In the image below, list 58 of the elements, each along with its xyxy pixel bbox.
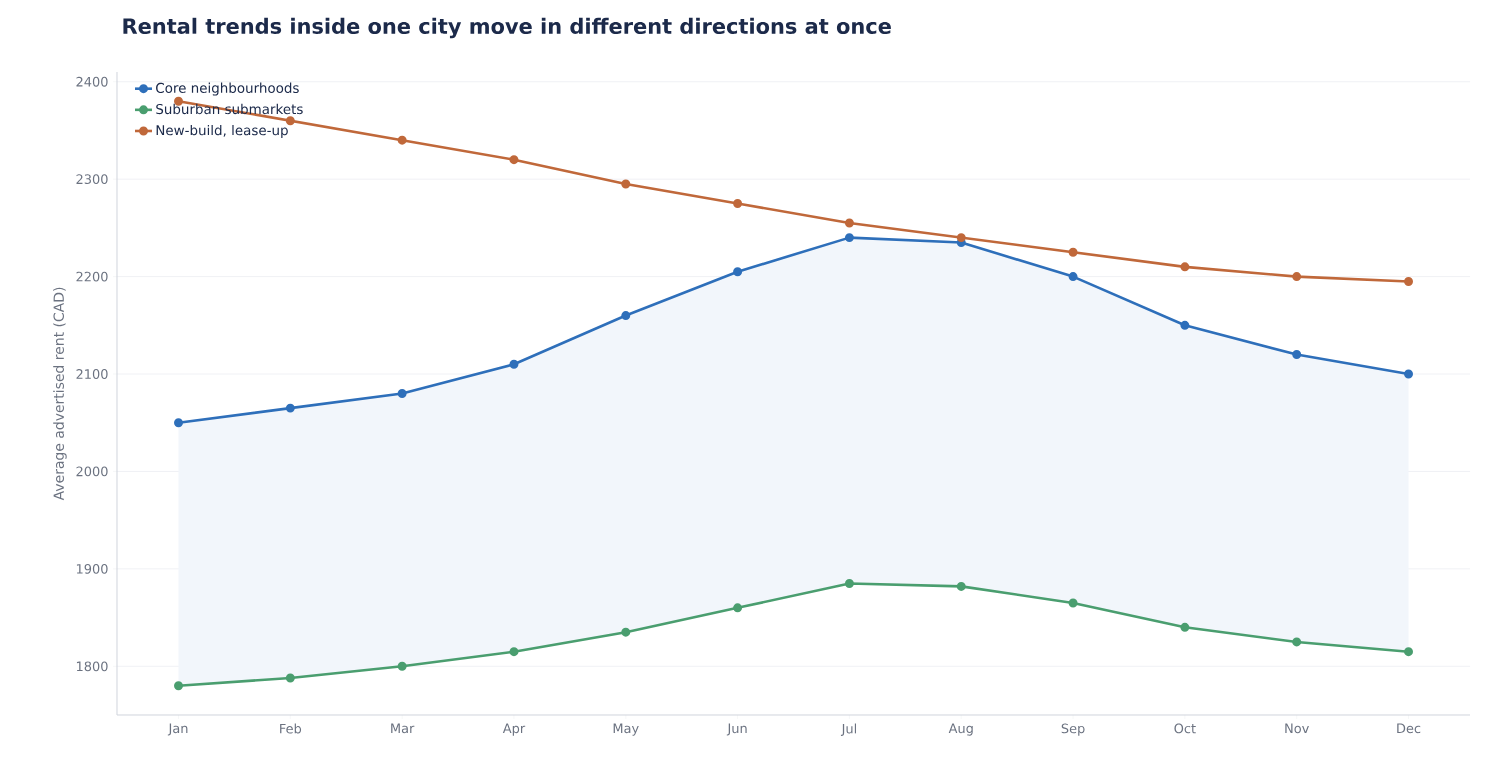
x-tick-label: May <box>613 723 639 736</box>
point <box>509 359 519 369</box>
point <box>621 311 631 321</box>
point <box>733 603 743 613</box>
point <box>397 661 407 671</box>
x-tick-label: Jun <box>726 723 747 736</box>
point <box>1068 272 1078 282</box>
x-tick-label: Nov <box>1285 723 1309 734</box>
x-tick-label: Jan <box>167 723 188 736</box>
point <box>733 267 743 277</box>
point <box>509 155 519 165</box>
x-tick-label: Apr <box>502 723 526 736</box>
y-tick-label: 2400 <box>76 76 108 87</box>
point <box>509 647 519 657</box>
point <box>956 233 966 243</box>
x-tick-label: Feb <box>280 723 302 734</box>
point <box>1292 637 1302 647</box>
point <box>1404 369 1414 379</box>
legend-label: Suburban submarkets <box>156 103 303 115</box>
point <box>844 218 854 228</box>
legend-label: New-build, lease-up <box>156 124 288 138</box>
x-tick-label: Jul <box>840 723 857 736</box>
point <box>285 673 295 683</box>
legend-label: Core neighbourhoods <box>156 82 299 96</box>
point <box>1180 622 1190 632</box>
y-tick-label: 2300 <box>76 174 108 185</box>
point <box>1180 320 1190 330</box>
point <box>956 581 966 591</box>
point <box>621 179 631 189</box>
point <box>174 418 183 428</box>
point <box>397 135 407 145</box>
x-tick-label: Aug <box>948 723 973 736</box>
x-tick-label: Dec <box>1397 723 1421 734</box>
point <box>733 199 743 209</box>
point <box>1292 272 1302 282</box>
point <box>844 233 854 243</box>
x-tick-label: Mar <box>391 723 415 734</box>
point <box>1068 247 1078 257</box>
y-tick-label: 2200 <box>76 271 108 282</box>
y-axis-title: Average advertised rent (CAD) <box>53 287 67 501</box>
y-tick-label: 2000 <box>76 466 108 477</box>
point <box>1404 647 1414 657</box>
point <box>174 681 183 691</box>
point <box>1292 350 1302 360</box>
point <box>285 403 295 413</box>
point <box>285 116 295 126</box>
y-tick-label: 2100 <box>76 369 108 379</box>
point <box>1404 276 1414 286</box>
chart-title: Rental trends inside one city move in different directions at once <box>123 17 891 39</box>
point <box>1180 262 1190 272</box>
point <box>397 389 407 398</box>
y-tick-label: 1800 <box>76 661 108 672</box>
x-tick-label: Sep <box>1061 723 1085 736</box>
x-tick-label: Oct <box>1174 723 1196 734</box>
y-tick-label: 1900 <box>76 563 108 574</box>
point <box>621 627 631 637</box>
point <box>1068 598 1078 608</box>
point <box>844 578 854 588</box>
